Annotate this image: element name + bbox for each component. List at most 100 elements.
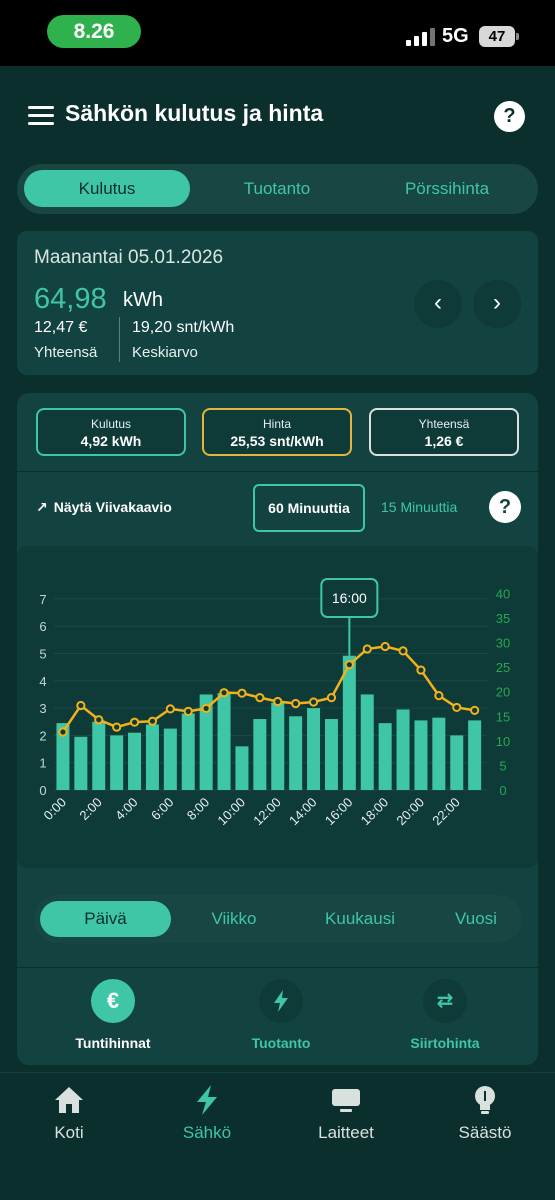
y-right-tick-label: 35	[496, 611, 510, 626]
bar	[163, 728, 177, 790]
chart-panel: Kulutus 4,92 kWh Hinta 25,53 snt/kWh Yht…	[17, 393, 538, 1065]
chart-help-icon[interactable]: ?	[489, 491, 521, 523]
x-tick-label: 22:00	[429, 795, 463, 829]
tab-kulutus[interactable]: Kulutus	[24, 170, 190, 207]
price-point	[76, 700, 86, 711]
consumption-chart[interactable]: 0 1 2 3 4 5 6 7 0 5 10 15 20 25 30 35 40 16:00 0:00 2:00 4:0…	[17, 546, 538, 868]
interval-15min-button[interactable]: 15 Minuuttia	[381, 499, 458, 515]
price-point	[398, 646, 408, 656]
bar	[181, 713, 195, 790]
metric-kulutus: Kulutus 4,92 kWh	[36, 408, 186, 456]
quick-link-tuotanto[interactable]: Tuotanto	[201, 979, 361, 1051]
home-icon	[14, 1083, 124, 1117]
price-point	[452, 702, 462, 713]
price-point	[147, 716, 158, 726]
quick-link-label: Tuntihinnat	[75, 1035, 151, 1051]
bar	[56, 723, 70, 790]
x-tick-label: 18:00	[358, 795, 392, 829]
page-title: Sähkön kulutus ja hinta	[65, 100, 324, 126]
bar	[74, 736, 88, 790]
chevron-left-icon: ‹	[434, 289, 442, 316]
tooltip-box	[320, 578, 379, 618]
summary-divider	[119, 317, 120, 362]
nav-laitteet[interactable]: Laitteet	[291, 1083, 401, 1143]
quick-link-siirtohinta[interactable]: ⇄ Siirtohinta	[365, 979, 525, 1051]
day-summary-card: Maanantai 05.01.2026 64,98 kWh 12,47 € Y…	[17, 231, 538, 375]
bar	[432, 717, 446, 790]
y-right-tick-label: 0	[499, 783, 506, 798]
bolt-icon	[259, 979, 303, 1023]
bar	[414, 720, 428, 790]
nav-saasto[interactable]: Säästö	[430, 1083, 540, 1143]
average-price-label: Keskiarvo	[132, 344, 198, 361]
price-point	[326, 693, 337, 703]
menu-icon[interactable]	[28, 106, 54, 126]
average-price-value: 19,20 snt/kWh	[132, 319, 235, 336]
period-selector: Päivä Viikko Kuukausi Vuosi	[34, 895, 522, 943]
price-point	[273, 696, 283, 707]
price-point	[112, 722, 122, 732]
y-left-tick-label: 1	[39, 756, 46, 771]
help-icon[interactable]: ?	[494, 101, 525, 132]
y-left-tick-label: 7	[39, 592, 46, 607]
next-day-button[interactable]: ›	[473, 280, 521, 328]
bolt-icon	[152, 1083, 262, 1117]
metric-hinta-value: 25,53 snt/kWh	[230, 433, 324, 449]
quick-link-label: Siirtohinta	[410, 1035, 480, 1051]
prev-day-button[interactable]: ‹	[414, 280, 462, 328]
y-left-tick-label: 2	[39, 728, 46, 743]
metric-yhteensa-value: 1,26 €	[424, 433, 464, 449]
euro-icon: €	[91, 979, 135, 1023]
x-tick-label: 12:00	[250, 795, 284, 829]
nav-koti[interactable]: Koti	[14, 1083, 124, 1143]
bar	[342, 655, 356, 790]
y-left-tick-label: 5	[39, 647, 46, 662]
interval-60min-button[interactable]: 60 Minuuttia	[253, 484, 365, 532]
period-paiva[interactable]: Päivä	[40, 901, 171, 937]
total-cost-label: Yhteensä	[34, 344, 98, 361]
x-tick-label: 10:00	[214, 795, 248, 829]
tab-tuotanto[interactable]: Tuotanto	[243, 179, 311, 198]
network-label: 5G	[442, 25, 469, 47]
swap-icon: ⇄	[423, 979, 467, 1023]
price-point	[183, 706, 193, 716]
monitor-icon	[291, 1083, 401, 1117]
lightbulb-icon	[430, 1083, 540, 1117]
bar	[110, 735, 124, 790]
nav-sahko-label: Sähkö	[182, 1123, 232, 1142]
price-point	[129, 717, 140, 727]
summary-date: Maanantai 05.01.2026	[34, 247, 224, 268]
price-point	[58, 727, 68, 737]
price-point	[237, 688, 247, 698]
bar	[360, 694, 374, 790]
line-chart-toggle[interactable]: ↗ Näytä Viivakaavio	[36, 499, 172, 516]
nav-laitteet-label: Laitteet	[318, 1123, 374, 1142]
bar	[235, 746, 249, 790]
trending-up-icon: ↗	[36, 499, 48, 515]
status-bar: 8.26 5G 47	[0, 0, 555, 66]
quick-link-tuntihinnat[interactable]: € Tuntihinnat	[33, 979, 193, 1051]
period-kuukausi[interactable]: Kuukausi	[325, 909, 395, 928]
bar	[271, 702, 285, 790]
x-tick-label: 0:00	[41, 795, 70, 824]
price-point	[470, 705, 480, 715]
metric-hinta-label: Hinta	[262, 417, 291, 431]
y-right-tick-label: 40	[496, 586, 510, 601]
y-left-tick-label: 0	[39, 783, 46, 798]
price-point	[380, 641, 390, 652]
total-kwh-value: 64,98	[34, 283, 107, 315]
line-chart-toggle-label: Näytä Viivakaavio	[53, 499, 172, 515]
bar	[128, 732, 142, 790]
tab-porssihinta[interactable]: Pörssihinta	[404, 179, 490, 198]
period-vuosi[interactable]: Vuosi	[455, 909, 497, 928]
period-viikko[interactable]: Viikko	[211, 909, 257, 928]
y-left-tick-label: 4	[39, 674, 46, 689]
price-point	[308, 697, 319, 707]
x-tick-label: 4:00	[112, 795, 141, 824]
quick-link-label: Tuotanto	[251, 1035, 311, 1051]
bar	[378, 723, 392, 790]
nav-sahko[interactable]: Sähkö	[152, 1083, 262, 1143]
x-tick-label: 16:00	[322, 795, 356, 829]
tooltip-label: 16:00	[332, 590, 367, 606]
divider	[17, 967, 538, 968]
